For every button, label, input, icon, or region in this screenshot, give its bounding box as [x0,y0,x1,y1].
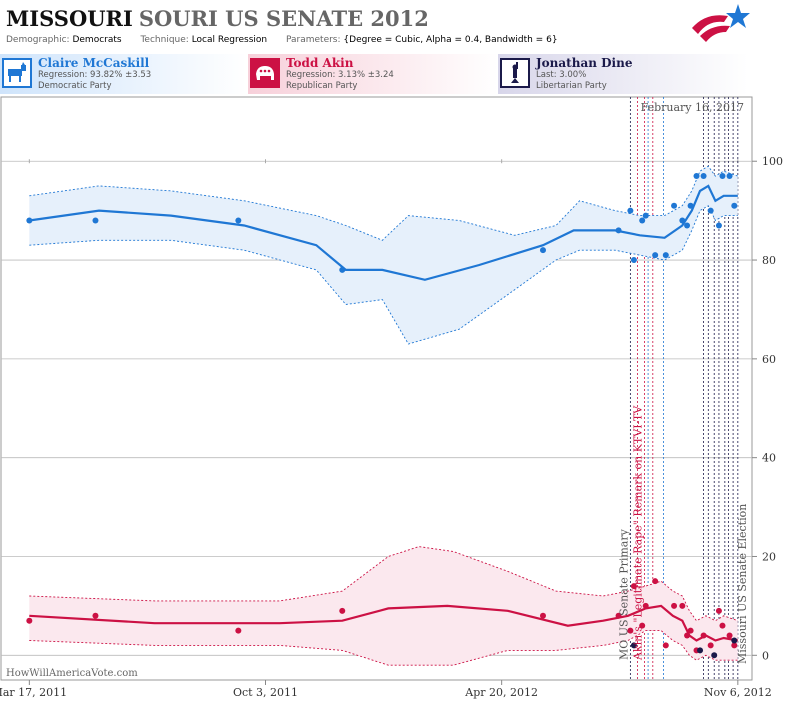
data-point [26,617,33,624]
data-point [630,642,637,649]
y-tick-label: 40 [762,452,776,465]
data-point [726,632,733,639]
data-point [662,642,669,649]
data-point [700,173,707,180]
band-lower [29,630,738,666]
candidate-name: Claire McCaskill [38,56,150,70]
trend-line [29,184,738,281]
data-point [731,202,738,209]
data-point [671,202,678,209]
parameters-row: Demographic: Democrats Technique: Local … [6,35,574,45]
data-point [642,602,649,609]
data-point [26,217,33,224]
data-point [615,227,622,234]
candidate-card-akin[interactable]: Todd Akin Regression: 3.13% ±3.24 Republi… [248,54,498,94]
title-rest: SOURI US SENATE 2012 [138,6,429,31]
event-label: Akin's "Legitimate Rape" Remark on KTVI-… [632,405,645,661]
data-point [627,207,634,214]
data-point [652,252,659,259]
data-point [679,602,686,609]
data-point [719,622,726,629]
confidence-band [29,546,738,666]
data-point [615,612,622,619]
data-point [715,222,722,229]
demographic-label: Demographic: [6,35,70,45]
candidate-stat: Regression: 3.13% ±3.24 Republican Party [286,70,394,91]
x-tick-label: Nov 6, 2012 [704,686,772,699]
event-label: Missouri US Senate Election [736,504,749,664]
data-point [639,217,646,224]
data-point [726,173,733,180]
y-tick-label: 60 [762,353,776,366]
technique-value: Local Regression [191,35,268,45]
data-point [687,202,694,209]
data-point [687,627,694,634]
data-point [719,173,726,180]
data-point [639,622,646,629]
chart-title: MISSOURI SOURI US SENATE 2012 [6,6,429,34]
data-point [711,652,718,659]
data-point [642,212,649,219]
data-point [697,647,704,654]
data-point [339,266,346,273]
y-tick-label: 100 [762,155,783,168]
data-point [707,207,714,214]
data-point [92,217,99,224]
data-point [662,252,669,259]
elephant-icon [250,58,280,88]
watermark: HowWillAmericaVote.com [6,668,138,679]
band-lower [29,205,738,345]
liberty-icon [500,58,530,88]
data-point [679,217,686,224]
confidence-band [29,166,738,344]
y-tick-label: 80 [762,254,776,267]
data-point [707,642,714,649]
candidate-name: Todd Akin [286,56,354,70]
technique-label: Technique: [140,35,189,45]
data-point [539,247,546,254]
candidate-stat: Last: 3.00% Libertarian Party [536,70,607,91]
data-point [630,257,637,264]
x-tick-label: Apr 20, 2012 [464,686,538,699]
parameters-label: Parameters: [285,35,341,45]
site-logo-icon[interactable] [688,2,750,46]
candidate-name: Jonathan Dine [536,56,633,70]
x-tick-label: Mar 17, 2011 [0,686,67,699]
candidate-stat: Regression: 93.82% ±3.53 Democratic Party [38,70,152,91]
y-tick-label: 0 [762,649,769,662]
demographic-value: Democrats [72,35,122,45]
data-point [671,602,678,609]
y-tick-label: 20 [762,550,776,563]
data-point [700,632,707,639]
data-point [235,217,242,224]
data-point [539,612,546,619]
candidate-card-dine[interactable]: Jonathan Dine Last: 3.00% Libertarian Par… [498,54,748,94]
data-point [652,578,659,585]
date-label: February 16, 2017 [641,101,744,114]
data-point [92,612,99,619]
data-point [693,173,700,180]
data-point [684,222,691,229]
data-point [684,632,691,639]
data-point [715,607,722,614]
data-point [731,642,738,649]
data-point [630,583,637,590]
event-label: MO US Senate Primary [617,528,630,660]
title-state: MISSOURI [6,6,133,31]
x-tick-label: Oct 3, 2011 [233,686,298,699]
data-point [235,627,242,634]
donkey-icon [2,58,32,88]
data-point [627,627,634,634]
parameters-value: {Degree = Cubic, Alpha = 0.4, Bandwidth … [343,35,558,45]
data-point [731,637,738,644]
candidate-card-mccaskill[interactable]: Claire McCaskill Regression: 93.82% ±3.5… [0,54,247,94]
band-upper [29,165,738,241]
band-upper [29,546,738,622]
data-point [339,607,346,614]
